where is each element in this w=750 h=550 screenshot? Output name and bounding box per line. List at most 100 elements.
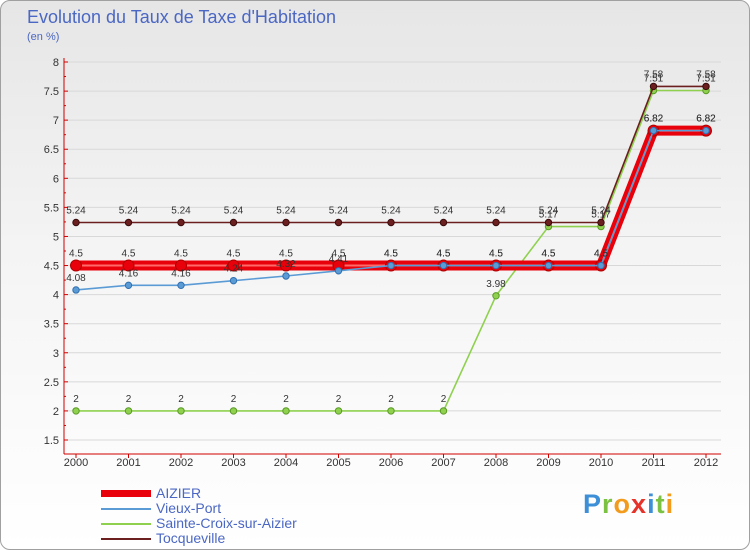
legend-swatch-tocqueville bbox=[101, 538, 151, 540]
data-point bbox=[387, 261, 395, 270]
data-point bbox=[177, 218, 185, 227]
data-label: 5.24 bbox=[66, 206, 86, 217]
y-tick-label: 3 bbox=[53, 348, 59, 360]
data-label: 2 bbox=[126, 394, 132, 405]
data-point bbox=[70, 259, 82, 272]
data-point bbox=[175, 259, 187, 272]
y-tick-label: 4 bbox=[53, 290, 59, 302]
y-tick-label: 7 bbox=[53, 115, 59, 127]
data-label: 4.5 bbox=[594, 249, 608, 260]
data-label: 2 bbox=[441, 394, 447, 405]
data-label: 4.5 bbox=[489, 249, 503, 260]
data-label: 5.24 bbox=[434, 206, 454, 217]
data-point bbox=[439, 218, 448, 227]
y-tick-label: 6.5 bbox=[44, 144, 59, 156]
x-tick-label: 2008 bbox=[484, 457, 508, 469]
data-label: 4.5 bbox=[542, 249, 556, 260]
legend-label-vieux-port: Vieux-Port bbox=[156, 500, 222, 516]
legend-label-tocqueville: Tocqueville bbox=[156, 530, 226, 546]
y-tick-label: 5 bbox=[53, 231, 59, 243]
data-label: 5.24 bbox=[381, 206, 401, 217]
y-tick-label: 4.5 bbox=[44, 261, 59, 273]
data-label: 4.5 bbox=[437, 249, 451, 260]
data-label: 7.58 bbox=[644, 69, 664, 80]
data-point bbox=[124, 281, 133, 290]
data-label: 5.17 bbox=[539, 210, 559, 221]
data-point bbox=[334, 407, 343, 415]
data-label: 2 bbox=[336, 394, 342, 405]
data-point bbox=[177, 407, 185, 415]
data-label: 5.24 bbox=[591, 206, 611, 217]
logo-letter: x bbox=[631, 489, 648, 519]
logo-letter: P bbox=[583, 489, 603, 519]
data-point bbox=[702, 82, 710, 91]
proxiti-logo: Proxiti bbox=[583, 489, 674, 520]
x-tick-label: 2003 bbox=[221, 457, 245, 469]
legend-swatch-vieux-port bbox=[101, 508, 151, 510]
y-tick-label: 8 bbox=[53, 57, 59, 69]
y-tick-label: 1.5 bbox=[44, 435, 59, 447]
x-tick-label: 2004 bbox=[274, 457, 298, 469]
data-point bbox=[72, 407, 80, 415]
data-label: 4.5 bbox=[279, 249, 293, 260]
data-label: 5.24 bbox=[539, 206, 559, 217]
data-label: 4.5 bbox=[69, 249, 83, 260]
x-tick-label: 2005 bbox=[326, 457, 350, 469]
y-tick-label: 3.5 bbox=[44, 319, 59, 331]
data-label: 4.16 bbox=[119, 268, 139, 279]
series-sainte-croix-sur-aizier bbox=[72, 86, 710, 415]
data-point bbox=[544, 218, 553, 227]
data-point bbox=[177, 281, 185, 290]
x-tick-label: 2009 bbox=[536, 457, 560, 469]
data-point bbox=[597, 218, 605, 227]
data-label: 4.5 bbox=[227, 249, 241, 260]
logo-letter: i bbox=[647, 489, 656, 519]
data-point bbox=[227, 259, 240, 272]
data-point bbox=[492, 292, 500, 300]
data-label: 2 bbox=[178, 394, 184, 405]
data-label: 2 bbox=[73, 394, 79, 405]
data-label: 7.51 bbox=[696, 73, 716, 84]
data-point bbox=[282, 272, 290, 280]
x-tick-label: 2000 bbox=[64, 457, 88, 469]
data-point bbox=[124, 407, 133, 415]
data-label: 4.32 bbox=[276, 259, 296, 270]
y-tick-label: 7.5 bbox=[44, 86, 59, 98]
data-point bbox=[649, 126, 658, 135]
logo-letter: o bbox=[613, 489, 632, 519]
x-tick-label: 2010 bbox=[589, 457, 613, 469]
x-tick-label: 2012 bbox=[694, 457, 718, 469]
data-point bbox=[229, 218, 238, 227]
data-label: 2 bbox=[388, 394, 394, 405]
data-point bbox=[282, 407, 290, 415]
data-label: 5.24 bbox=[119, 206, 139, 217]
y-axis-unit: (en %) bbox=[27, 31, 60, 43]
data-point bbox=[649, 82, 658, 91]
data-point bbox=[597, 261, 605, 270]
data-label: 4.5 bbox=[594, 249, 608, 260]
data-label: 4.5 bbox=[174, 249, 188, 260]
data-point bbox=[229, 276, 238, 285]
chart-title: Evolution du Taux de Taxe d'Habitation bbox=[27, 7, 336, 27]
series-vieux-port bbox=[72, 126, 710, 294]
data-point bbox=[282, 218, 290, 227]
data-label: 4.24 bbox=[224, 264, 244, 275]
data-point bbox=[72, 286, 80, 294]
data-label: 4.41 bbox=[329, 254, 349, 265]
data-label: 6.82 bbox=[644, 114, 664, 125]
data-point bbox=[544, 261, 553, 270]
data-label: 6.82 bbox=[696, 114, 716, 125]
x-tick-label: 2007 bbox=[431, 457, 455, 469]
data-point bbox=[702, 126, 710, 135]
data-point bbox=[122, 259, 135, 272]
x-tick-label: 2006 bbox=[379, 457, 403, 469]
data-label: 4.16 bbox=[171, 268, 191, 279]
x-tick-label: 2011 bbox=[642, 457, 666, 469]
data-label: 4.5 bbox=[332, 249, 346, 260]
data-label: 6.82 bbox=[644, 114, 664, 125]
data-label: 4.5 bbox=[384, 249, 398, 260]
data-label: 2 bbox=[283, 394, 289, 405]
data-label: 5.24 bbox=[224, 206, 244, 217]
data-point bbox=[492, 218, 500, 227]
data-point bbox=[439, 261, 448, 270]
